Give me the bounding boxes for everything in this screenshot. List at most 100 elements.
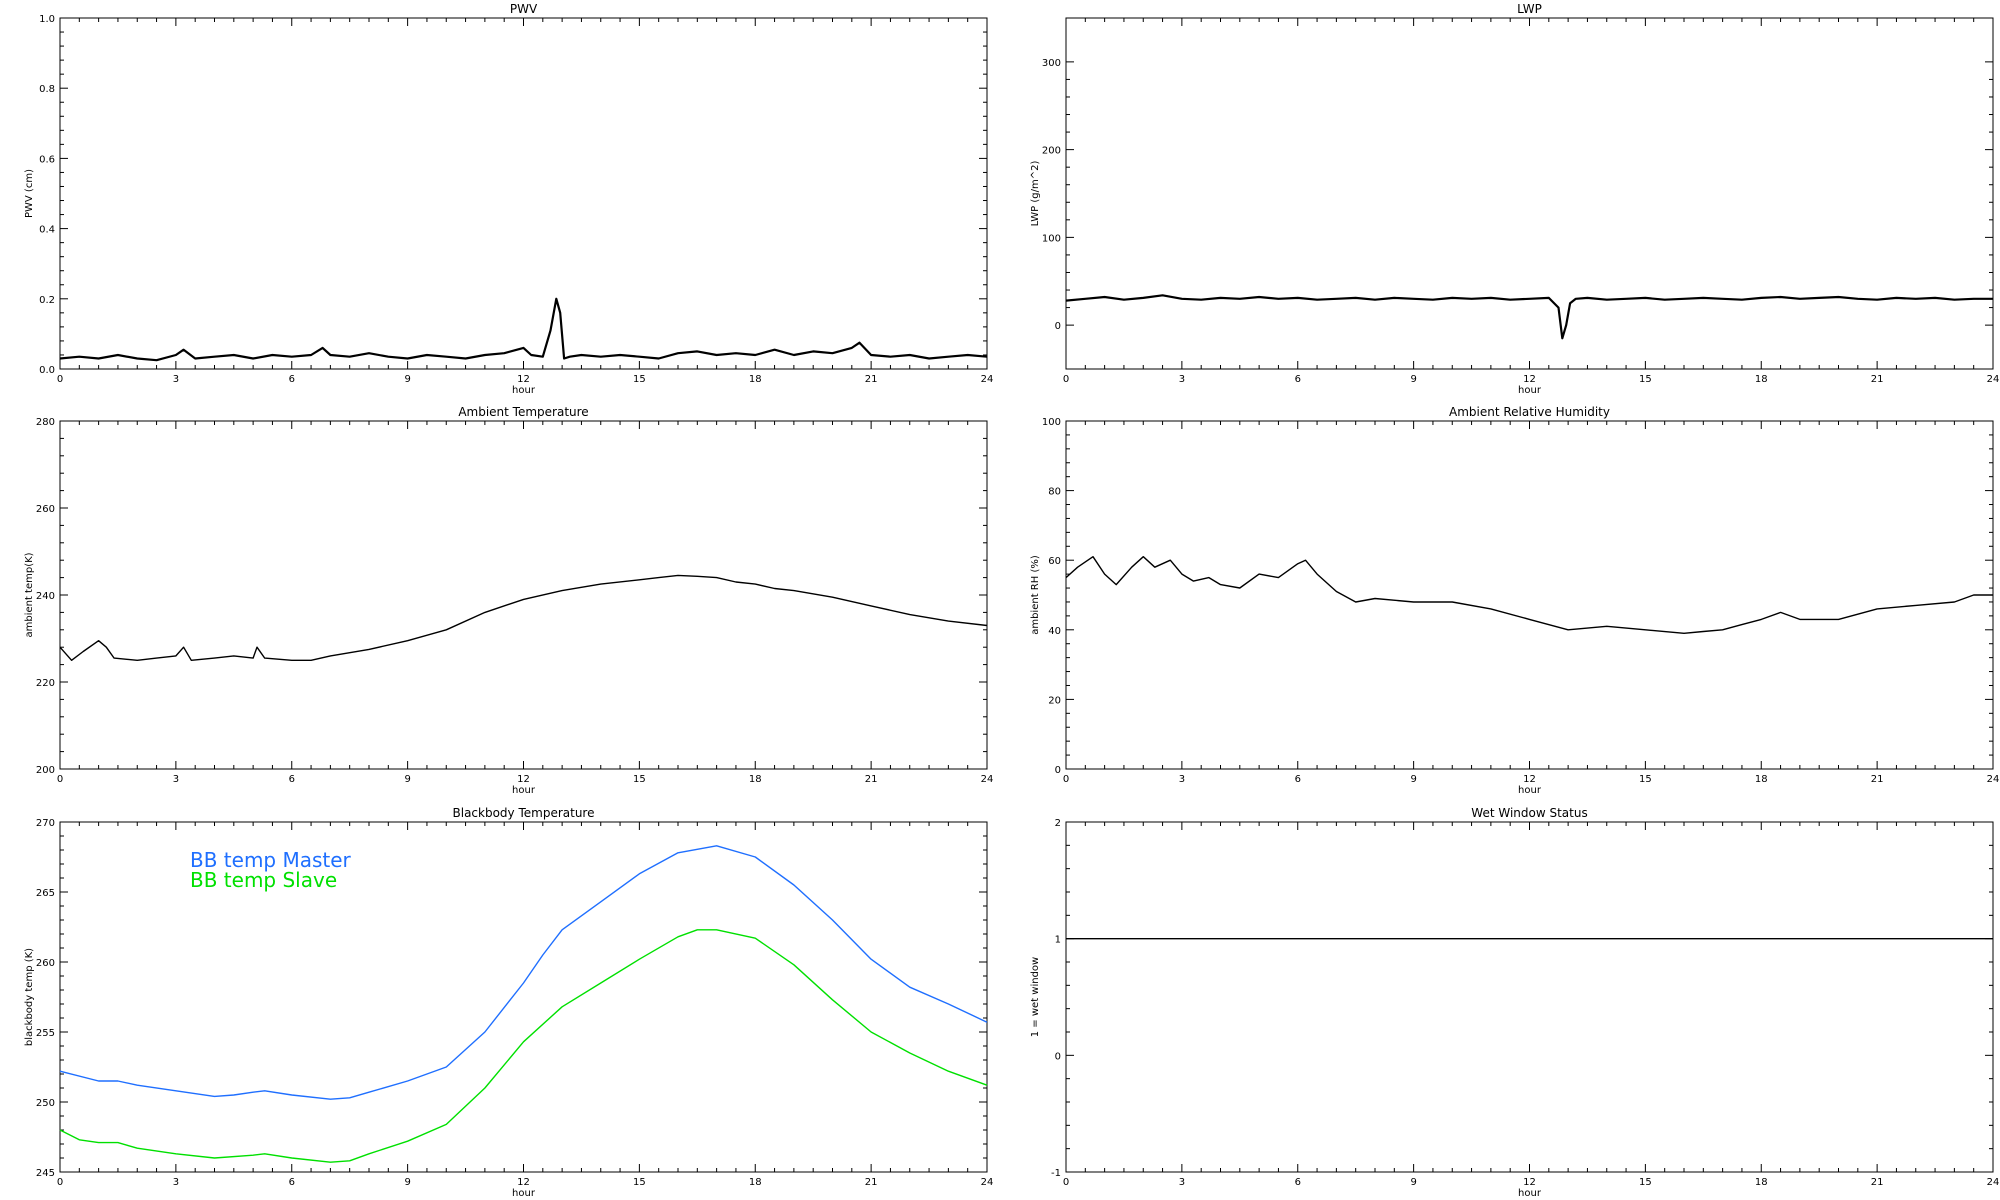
legend-entry: BB temp Master xyxy=(190,848,352,872)
x-tick-label: 3 xyxy=(1179,1177,1185,1188)
x-tick-label: 9 xyxy=(1410,774,1416,785)
x-axis-label: hour xyxy=(1518,385,1542,396)
x-tick-label: 6 xyxy=(1295,1177,1301,1188)
x-tick-label: 6 xyxy=(1295,774,1301,785)
x-axis-label: hour xyxy=(512,385,536,396)
plot-frame xyxy=(1065,821,1994,1173)
x-tick-label: 15 xyxy=(633,774,646,785)
x-tick-label: 0 xyxy=(1063,1177,1069,1188)
x-tick-label: 24 xyxy=(981,1177,994,1188)
y-tick-label: 100 xyxy=(1042,233,1061,244)
x-tick-label: 12 xyxy=(517,774,530,785)
x-tick-label: 3 xyxy=(1179,374,1185,385)
y-tick-label: 300 xyxy=(1042,58,1061,69)
x-tick-label: 18 xyxy=(749,1177,762,1188)
chart-blackbody-temperature: Blackbody Temperature 0 3 6 9 12 15 18 21 24 245 25… xyxy=(24,806,993,1199)
y-tick-label: 20 xyxy=(1048,695,1061,706)
y-axis-label: LWP (g/m^2) xyxy=(1030,161,1041,227)
x-tick-label: 15 xyxy=(633,374,646,385)
y-tick-label: 0.4 xyxy=(39,225,55,236)
series-line-bb-temp-slave xyxy=(59,929,988,1163)
x-tick-label: 6 xyxy=(289,774,295,785)
x-tick-label: 12 xyxy=(517,374,530,385)
x-tick-label: 0 xyxy=(57,1177,63,1188)
x-axis-label: hour xyxy=(512,1188,536,1199)
x-tick-label: 21 xyxy=(865,374,878,385)
y-tick-label: 220 xyxy=(36,678,55,689)
x-tick-label: 3 xyxy=(173,1177,179,1188)
x-tick-label: 18 xyxy=(1755,1177,1768,1188)
chart-title: Ambient Relative Humidity xyxy=(1449,405,1610,419)
chart-ambient-relative-humidity: Ambient Relative Humidity 0 3 6 9 12 15 18 21 24 0… xyxy=(1030,405,1999,796)
y-tick-label: 80 xyxy=(1048,487,1061,498)
y-axis-label: 1 = wet window xyxy=(1030,957,1041,1037)
x-axis-label: hour xyxy=(1518,1188,1542,1199)
series-line-lwp xyxy=(1065,294,1993,340)
y-tick-label: 200 xyxy=(36,765,55,776)
y-tick-label: 40 xyxy=(1048,626,1061,637)
x-tick-label: 6 xyxy=(289,1177,295,1188)
chart-title: LWP xyxy=(1517,2,1542,16)
y-tick-label: 260 xyxy=(36,504,55,515)
x-tick-label: 3 xyxy=(173,774,179,785)
x-tick-label: 0 xyxy=(57,774,63,785)
x-tick-label: 21 xyxy=(1871,1177,1884,1188)
legend-entry: BB temp Slave xyxy=(190,868,337,892)
chart-title: Blackbody Temperature xyxy=(453,806,595,820)
x-tick-label: 18 xyxy=(1755,774,1768,785)
x-tick-label: 6 xyxy=(289,374,295,385)
y-tick-label: -1 xyxy=(1051,1168,1061,1179)
x-tick-label: 0 xyxy=(1063,774,1069,785)
x-tick-label: 18 xyxy=(749,774,762,785)
y-tick-label: 0 xyxy=(1055,321,1061,332)
x-tick-label: 0 xyxy=(57,374,63,385)
x-tick-label: 21 xyxy=(1871,374,1884,385)
y-tick-label: 245 xyxy=(36,1168,55,1179)
x-tick-label: 24 xyxy=(1987,1177,2000,1188)
y-tick-label: 0.6 xyxy=(39,154,55,165)
x-tick-label: 6 xyxy=(1295,374,1301,385)
series-line-bb-temp-master xyxy=(59,845,988,1100)
x-tick-label: 3 xyxy=(1179,774,1185,785)
x-tick-label: 21 xyxy=(1871,774,1884,785)
chart-ambient-temperature: Ambient Temperature 0 3 6 9 12 15 18 21 24 200 220 2… xyxy=(24,405,993,796)
y-tick-label: 0 xyxy=(1055,1051,1061,1062)
series-line-pwv xyxy=(59,297,988,362)
x-tick-label: 18 xyxy=(1755,374,1768,385)
series-line-ambient-temperature xyxy=(59,574,988,661)
x-tick-label: 0 xyxy=(1063,374,1069,385)
x-tick-label: 15 xyxy=(1639,1177,1652,1188)
chart-title: PWV xyxy=(510,2,538,16)
y-axis-label: ambient temp(K) xyxy=(24,552,35,637)
y-tick-label: 265 xyxy=(36,888,55,899)
y-tick-label: 255 xyxy=(36,1028,55,1039)
x-tick-label: 9 xyxy=(404,774,410,785)
x-tick-label: 24 xyxy=(981,774,994,785)
x-tick-label: 3 xyxy=(173,374,179,385)
x-tick-label: 24 xyxy=(1987,374,2000,385)
y-tick-label: 260 xyxy=(36,958,55,969)
x-axis-label: hour xyxy=(512,785,536,796)
plot-frame xyxy=(1065,420,1994,770)
x-tick-label: 9 xyxy=(404,374,410,385)
y-tick-label: 2 xyxy=(1055,818,1061,829)
x-axis-label: hour xyxy=(1518,785,1542,796)
y-tick-label: 0.0 xyxy=(39,365,55,376)
x-tick-label: 12 xyxy=(1523,374,1536,385)
x-tick-label: 9 xyxy=(404,1177,410,1188)
y-tick-label: 0.8 xyxy=(39,84,55,95)
y-axis-label: PWV (cm) xyxy=(24,169,35,218)
y-tick-label: 100 xyxy=(1042,417,1061,428)
chart-title: Wet Window Status xyxy=(1471,806,1587,820)
x-tick-label: 12 xyxy=(1523,1177,1536,1188)
x-tick-label: 24 xyxy=(1987,774,2000,785)
x-tick-label: 15 xyxy=(1639,374,1652,385)
x-tick-label: 9 xyxy=(1410,1177,1416,1188)
y-tick-label: 0.2 xyxy=(39,295,55,306)
x-tick-label: 15 xyxy=(1639,774,1652,785)
y-tick-label: 240 xyxy=(36,591,55,602)
chart-lwp: LWP 0 3 6 9 12 15 18 21 24 0 100 200 300 hour LWP (g/m^… xyxy=(1030,2,1999,396)
x-tick-label: 15 xyxy=(633,1177,646,1188)
